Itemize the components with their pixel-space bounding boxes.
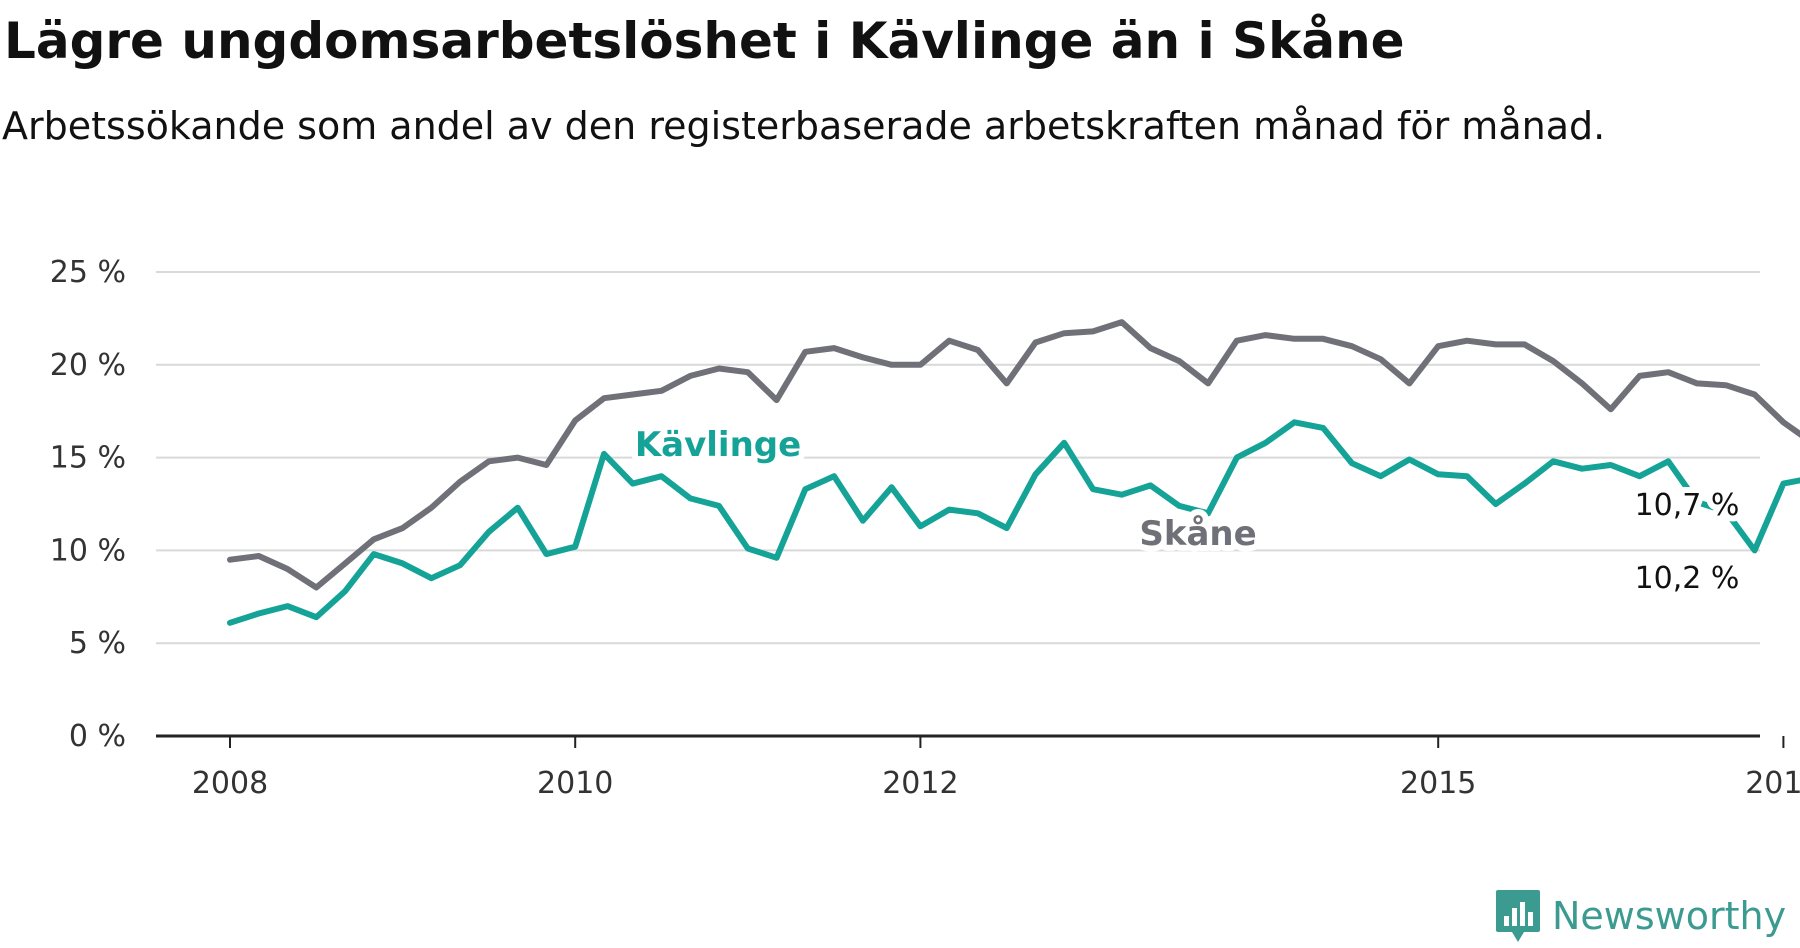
end-label-skane: 10,7 % [1635, 488, 1740, 523]
y-tick-label: 5 % [69, 626, 126, 661]
end-label-kavlinge-halo: 10,2 % [1635, 561, 1740, 596]
x-axis-ticks: 20082010201220152017202020222024 [156, 734, 1800, 801]
series-lines [227, 319, 1800, 626]
newsworthy-logo: Newsworthy [1494, 888, 1786, 944]
y-tick-label: 0 % [69, 719, 126, 754]
brand-name: Newsworthy [1552, 894, 1787, 938]
y-tick-label: 25 % [50, 255, 126, 290]
series-label-kavlinge-halo: Kävlinge [635, 425, 801, 465]
series-label-skane: Skåne [1139, 514, 1256, 554]
y-tick-label: 15 % [50, 441, 126, 476]
y-tick-label: 10 % [50, 533, 126, 568]
y-tick-label: 20 % [50, 348, 126, 383]
bar-chart-icon [1496, 890, 1540, 942]
chart-title: Lägre ungdomsarbetslöshet i Kävlinge än … [4, 12, 1405, 70]
x-tick-label: 2012 [882, 766, 958, 801]
series-line-kavlinge [227, 419, 1800, 626]
x-tick-label: 2008 [192, 766, 268, 801]
x-tick-label: 2015 [1400, 766, 1476, 801]
gridlines [156, 271, 1760, 645]
y-axis-ticks: 0 % 5 % 10 % 15 % 20 % 25 % [50, 255, 126, 754]
series-line-skane [227, 319, 1800, 591]
chart-subtitle: Arbetssökande som andel av den registerb… [2, 104, 1606, 148]
x-tick-label: 2010 [537, 766, 613, 801]
end-label-skane-halo: 10,7 % [1635, 488, 1740, 523]
series-label-kavlinge: Kävlinge [635, 425, 801, 465]
x-tick-label: 2017 [1745, 766, 1800, 801]
end-label-kavlinge: 10,2 % [1635, 561, 1740, 596]
series-label-skane-halo: Skåne [1139, 514, 1256, 554]
